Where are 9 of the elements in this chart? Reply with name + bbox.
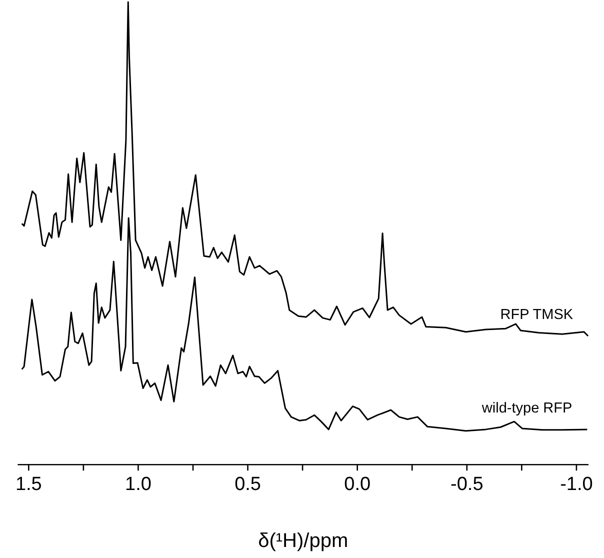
series-label: RFP TMSK <box>500 306 574 323</box>
series-label: wild-type RFP <box>480 400 572 416</box>
x-tick-label: -1.0 <box>560 474 593 496</box>
x-tick-label: 0.0 <box>344 474 371 496</box>
x-tick-label: -0.5 <box>450 474 484 496</box>
x-tick-label: 1.5 <box>15 474 42 496</box>
x-tick-label: 0.5 <box>234 474 261 496</box>
x-tick-label: 1.0 <box>125 474 152 496</box>
x-axis-title: δ(¹H)/ppm <box>258 530 348 552</box>
